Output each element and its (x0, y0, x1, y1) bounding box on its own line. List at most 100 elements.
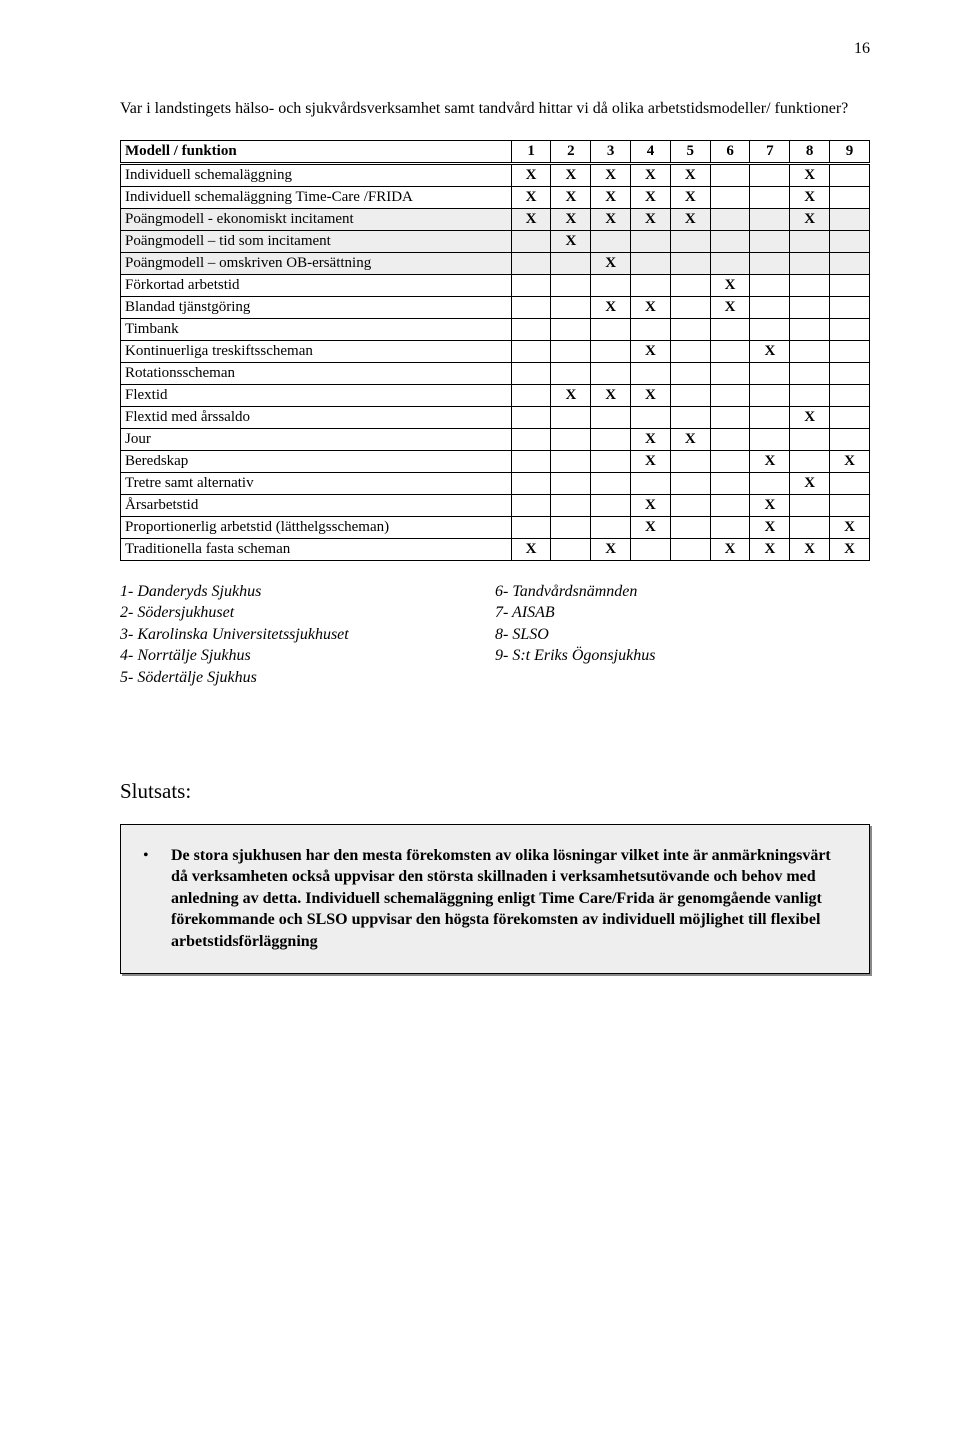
cell-mark: X (551, 163, 591, 186)
cell-mark (670, 318, 710, 340)
page-number: 16 (120, 40, 870, 58)
cell-mark: X (591, 186, 631, 208)
cell-mark (551, 428, 591, 450)
cell-mark: X (591, 384, 631, 406)
cell-mark (790, 516, 830, 538)
table-row: JourXX (121, 428, 870, 450)
cell-mark: X (511, 538, 551, 560)
cell-mark: X (631, 494, 671, 516)
legend-item: 5- Södertälje Sjukhus (120, 667, 495, 689)
cell-mark (591, 318, 631, 340)
cell-mark (591, 340, 631, 362)
legend-right-column: 6- Tandvårdsnämnden7- AISAB8- SLSO9- S:t… (495, 581, 870, 689)
cell-mark (551, 538, 591, 560)
cell-mark (710, 406, 750, 428)
cell-mark (750, 186, 790, 208)
cell-mark (790, 252, 830, 274)
cell-mark (830, 186, 870, 208)
cell-mark: X (631, 450, 671, 472)
cell-mark (551, 252, 591, 274)
cell-mark: X (710, 538, 750, 560)
cell-mark: X (511, 208, 551, 230)
conclusion-heading: Slutsats: (120, 779, 870, 804)
cell-mark: X (670, 163, 710, 186)
row-label: Beredskap (121, 450, 512, 472)
cell-mark (670, 406, 710, 428)
cell-mark (551, 472, 591, 494)
table-row: Förkortad arbetstidX (121, 274, 870, 296)
header-col-1: 1 (511, 140, 551, 163)
cell-mark (710, 163, 750, 186)
header-col-6: 6 (710, 140, 750, 163)
table-row: Rotationsscheman (121, 362, 870, 384)
cell-mark (750, 428, 790, 450)
row-label: Rotationsscheman (121, 362, 512, 384)
cell-mark (790, 494, 830, 516)
cell-mark (790, 274, 830, 296)
cell-mark: X (750, 450, 790, 472)
cell-mark (670, 362, 710, 384)
cell-mark (670, 516, 710, 538)
cell-mark (790, 450, 830, 472)
cell-mark (631, 230, 671, 252)
cell-mark (710, 340, 750, 362)
cell-mark (511, 362, 551, 384)
row-label: Blandad tjänstgöring (121, 296, 512, 318)
cell-mark: X (790, 538, 830, 560)
cell-mark: X (750, 494, 790, 516)
header-col-9: 9 (830, 140, 870, 163)
cell-mark (591, 472, 631, 494)
cell-mark: X (551, 384, 591, 406)
table-row: Individuell schemaläggning Time-Care /FR… (121, 186, 870, 208)
cell-mark: X (670, 428, 710, 450)
cell-mark (591, 274, 631, 296)
cell-mark (631, 318, 671, 340)
conclusion-text: De stora sjukhusen har den mesta förekom… (171, 847, 831, 950)
cell-mark (511, 472, 551, 494)
cell-mark (790, 340, 830, 362)
cell-mark: X (511, 163, 551, 186)
row-label: Tretre samt alternativ (121, 472, 512, 494)
model-function-table: Modell / funktion 1 2 3 4 5 6 7 8 9 Indi… (120, 140, 870, 561)
cell-mark: X (710, 296, 750, 318)
cell-mark: X (710, 274, 750, 296)
cell-mark (790, 362, 830, 384)
cell-mark (750, 274, 790, 296)
row-label: Poängmodell – omskriven OB-ersättning (121, 252, 512, 274)
cell-mark (511, 230, 551, 252)
cell-mark (710, 252, 750, 274)
header-col-8: 8 (790, 140, 830, 163)
cell-mark (591, 516, 631, 538)
cell-mark (511, 384, 551, 406)
cell-mark (670, 296, 710, 318)
cell-mark (551, 494, 591, 516)
cell-mark: X (631, 296, 671, 318)
cell-mark (551, 318, 591, 340)
legend-left-column: 1- Danderyds Sjukhus2- Södersjukhuset3- … (120, 581, 495, 689)
row-label: Poängmodell - ekonomiskt incitament (121, 208, 512, 230)
legend-item: 1- Danderyds Sjukhus (120, 581, 495, 603)
row-label: Kontinuerliga treskiftsscheman (121, 340, 512, 362)
legend-item: 7- AISAB (495, 602, 870, 624)
cell-mark (830, 406, 870, 428)
table-row: Poängmodell – omskriven OB-ersättning X (121, 252, 870, 274)
cell-mark: X (591, 252, 631, 274)
cell-mark (591, 428, 631, 450)
cell-mark (830, 428, 870, 450)
cell-mark (511, 516, 551, 538)
cell-mark (511, 274, 551, 296)
cell-mark (670, 230, 710, 252)
cell-mark (710, 472, 750, 494)
cell-mark: X (631, 384, 671, 406)
cell-mark: X (790, 472, 830, 494)
cell-mark (750, 252, 790, 274)
table-row: Timbank (121, 318, 870, 340)
cell-mark (511, 296, 551, 318)
cell-mark: X (631, 208, 671, 230)
cell-mark (591, 362, 631, 384)
table-row: Kontinuerliga treskiftsschemanXX (121, 340, 870, 362)
cell-mark: X (750, 538, 790, 560)
cell-mark (511, 318, 551, 340)
row-label: Poängmodell – tid som incitament (121, 230, 512, 252)
legend: 1- Danderyds Sjukhus2- Södersjukhuset3- … (120, 581, 870, 689)
